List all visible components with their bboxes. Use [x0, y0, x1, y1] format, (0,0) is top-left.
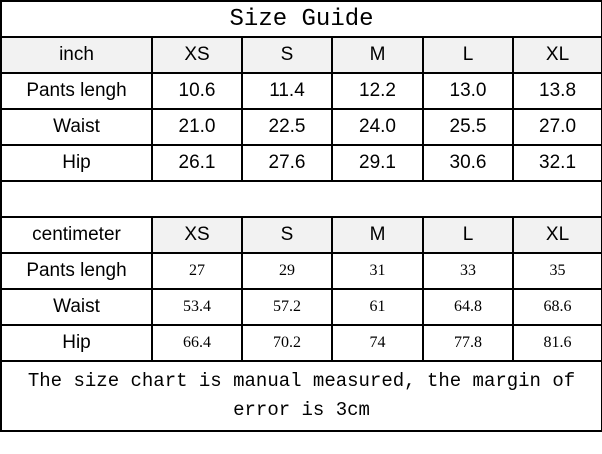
row-label: Pants lengh [0, 72, 153, 110]
measurement-cell: 33 [422, 252, 514, 290]
measurement-cell: 29.1 [331, 144, 424, 182]
inch-unit-label: inch [0, 36, 153, 74]
size-header: XS [151, 216, 243, 254]
measurement-cell: 27 [151, 252, 243, 290]
row-label: Waist [0, 108, 153, 146]
size-header: XS [151, 36, 243, 74]
measurement-cell: 74 [331, 324, 424, 362]
inch-header-row: inch XS S M L XL [0, 36, 602, 74]
measurement-cell: 57.2 [241, 288, 333, 326]
row-label: Hip [0, 324, 153, 362]
size-header: XL [511, 36, 602, 74]
measurement-cell: 27.6 [241, 144, 333, 182]
size-header: L [422, 36, 514, 74]
measurement-cell: 32.1 [511, 144, 602, 182]
row-label: Waist [0, 288, 153, 326]
measurement-cell: 25.5 [422, 108, 514, 146]
measurement-cell: 11.4 [241, 72, 333, 110]
cm-header-row: centimeter XS S M L XL [0, 216, 602, 254]
measurement-note: The size chart is manual measured, the m… [0, 360, 602, 432]
measurement-cell: 81.6 [511, 324, 602, 362]
measurement-cell: 70.2 [241, 324, 333, 362]
measurement-cell: 21.0 [151, 108, 243, 146]
size-header: M [331, 36, 424, 74]
measurement-cell: 66.4 [151, 324, 243, 362]
measurement-cell: 26.1 [151, 144, 243, 182]
table-row: Pants lengh 27 29 31 33 35 [0, 252, 602, 290]
measurement-cell: 12.2 [331, 72, 424, 110]
size-header: S [241, 216, 333, 254]
measurement-cell: 77.8 [422, 324, 514, 362]
cm-unit-label: centimeter [0, 216, 153, 254]
measurement-cell: 31 [331, 252, 424, 290]
size-header: XL [511, 216, 602, 254]
measurement-cell: 64.8 [422, 288, 514, 326]
row-label: Pants lengh [0, 252, 153, 290]
footer-row: The size chart is manual measured, the m… [0, 360, 602, 432]
measurement-cell: 29 [241, 252, 333, 290]
table-row: Hip 66.4 70.2 74 77.8 81.6 [0, 324, 602, 362]
measurement-cell: 24.0 [331, 108, 424, 146]
size-header: M [331, 216, 424, 254]
measurement-cell: 61 [331, 288, 424, 326]
measurement-cell: 30.6 [422, 144, 514, 182]
measurement-cell: 10.6 [151, 72, 243, 110]
measurement-cell: 13.0 [422, 72, 514, 110]
size-table: Size Guide inch XS S M L XL Pants lengh 10.6 11.… [0, 0, 602, 432]
row-label: Hip [0, 144, 153, 182]
measurement-cell: 68.6 [511, 288, 602, 326]
spacer-cell [0, 180, 602, 218]
measurement-cell: 22.5 [241, 108, 333, 146]
measurement-cell: 53.4 [151, 288, 243, 326]
size-header: L [422, 216, 514, 254]
page-title: Size Guide [0, 0, 602, 38]
measurement-cell: 13.8 [511, 72, 602, 110]
measurement-cell: 27.0 [511, 108, 602, 146]
table-row: Waist 21.0 22.5 24.0 25.5 27.0 [0, 108, 602, 146]
size-header: S [241, 36, 333, 74]
measurement-cell: 35 [511, 252, 602, 290]
table-row: Pants lengh 10.6 11.4 12.2 13.0 13.8 [0, 72, 602, 110]
table-row: Waist 53.4 57.2 61 64.8 68.6 [0, 288, 602, 326]
table-row: Hip 26.1 27.6 29.1 30.6 32.1 [0, 144, 602, 182]
spacer-row [0, 180, 602, 218]
